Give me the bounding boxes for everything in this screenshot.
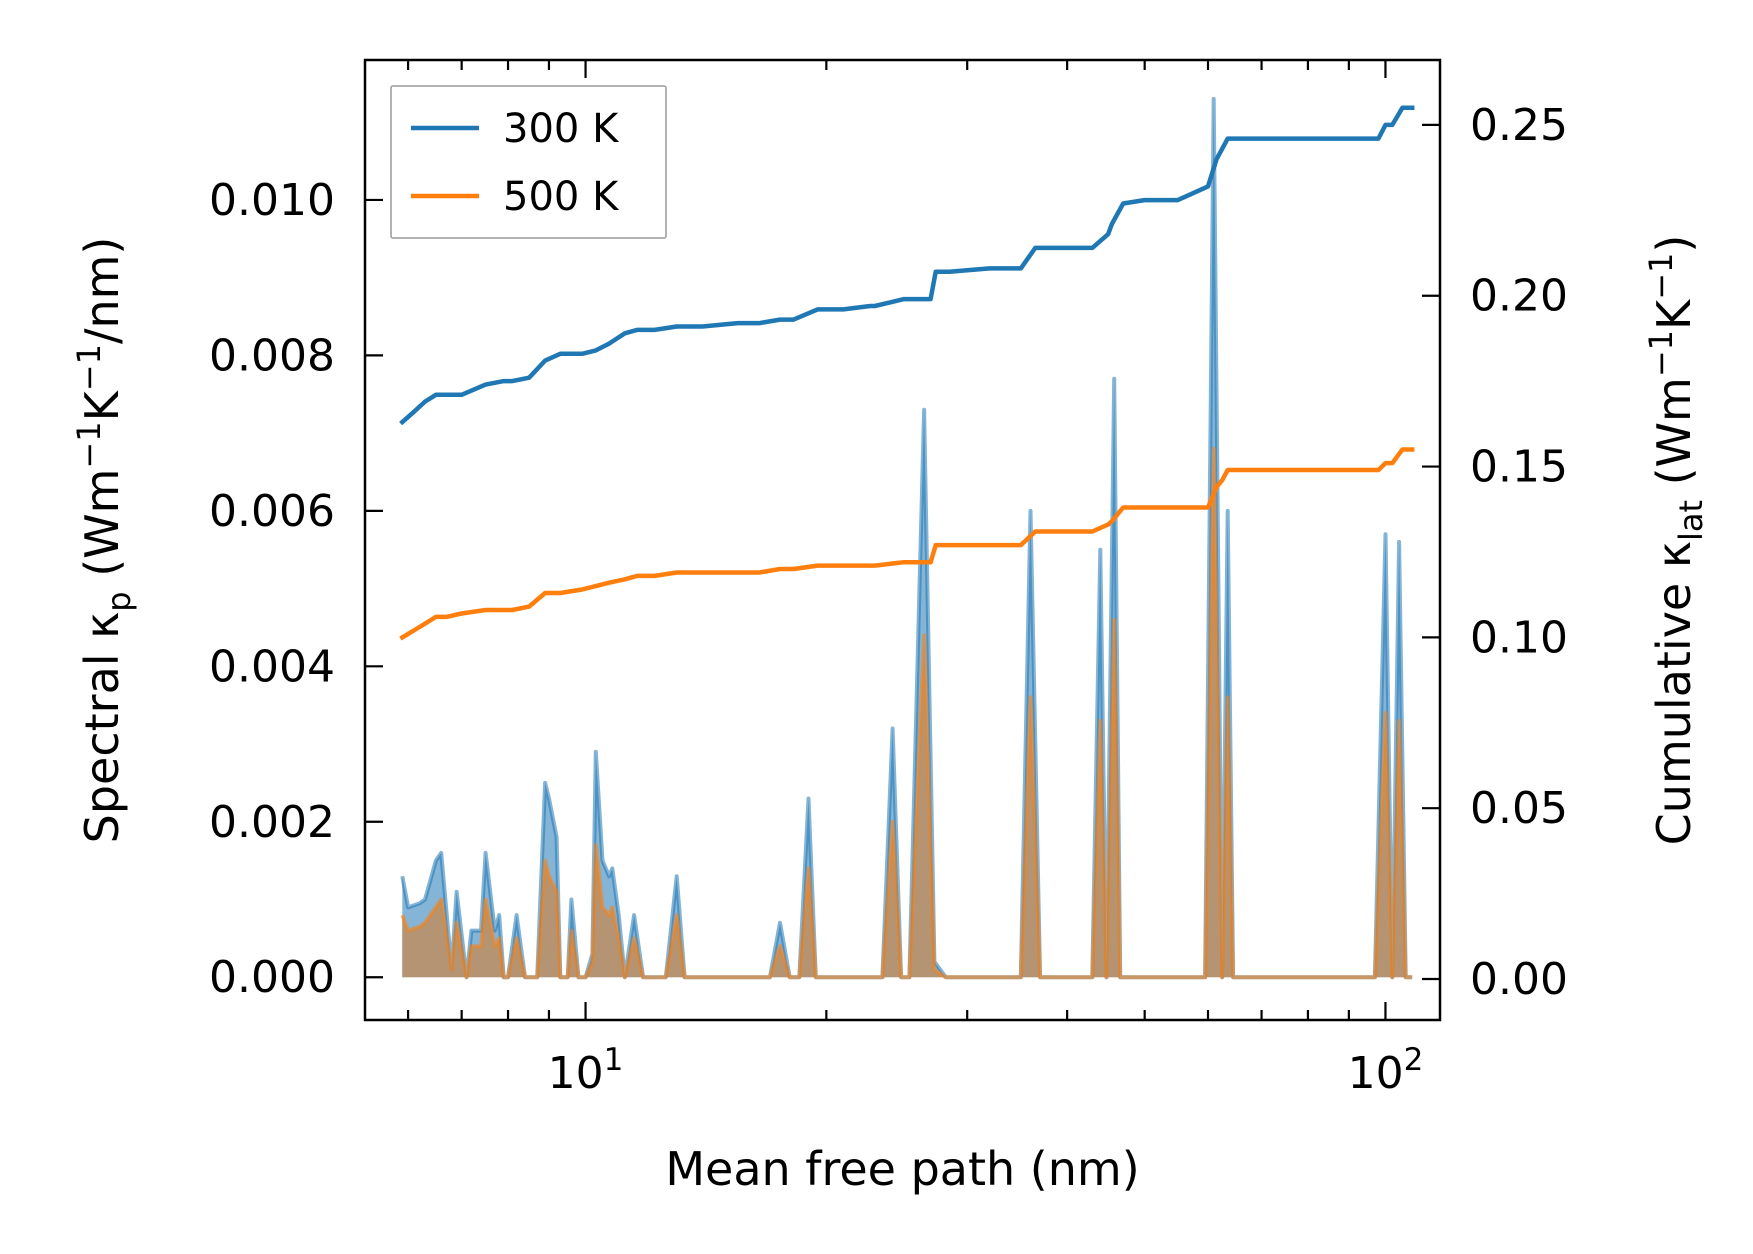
cumulative-line-500k — [399, 447, 1415, 641]
y-left-axis-title-subscript: p — [100, 591, 138, 611]
y-right-tick-label: 0.10 — [1470, 612, 1568, 663]
y-left-axis-title-sup1: −1 — [70, 421, 108, 468]
y-left-tick-label: 0.004 — [209, 641, 335, 692]
x-tick-label-exponent: 2 — [1404, 1042, 1424, 1078]
legend-label-300k: 300 K — [503, 106, 620, 152]
y-right-axis-title-unit-mid: K — [1647, 298, 1701, 330]
y-right-axis-title-sup2: −1 — [1642, 253, 1680, 300]
y-left-tick-label: 0.008 — [209, 330, 335, 381]
y-right-tick-label: 0.20 — [1470, 271, 1568, 322]
y-left-axis-title-unit-close: /nm) — [75, 237, 129, 344]
axes: 101 1020.0000.0020.0040.0060.0080.0100.00… — [70, 58, 1710, 1196]
y-left-axis-title: Spectral κp (Wm−1K−1/nm) — [70, 237, 138, 844]
y-left-axis-title-main: Spectral κ — [75, 612, 129, 844]
plot-area — [399, 96, 1415, 980]
axes-frame — [363, 58, 1442, 1022]
y-left-axis-title-unit-mid: K — [75, 389, 129, 421]
y-left-tick-label: 0.010 — [209, 175, 335, 226]
cumulative-line-300k — [399, 105, 1415, 426]
x-tick-label-base: 10 — [548, 1048, 604, 1099]
y-right-tick-label: 0.00 — [1470, 954, 1568, 1005]
y-right-tick-label: 0.15 — [1470, 442, 1568, 493]
x-tick-label: 101 — [548, 1042, 624, 1099]
y-right-tick-label: 0.25 — [1470, 100, 1568, 151]
legend: 300 K 500 K — [390, 85, 667, 239]
legend-box — [390, 85, 667, 239]
spectral-line-500k — [400, 446, 1413, 980]
y-right-axis-title: Cumulative κlat (Wm−1K−1) — [1642, 235, 1710, 846]
x-tick-label-exponent: 1 — [604, 1042, 624, 1078]
x-tick-label: 102 — [1348, 1042, 1424, 1099]
y-right-axis-title-unit-close: ) — [1647, 235, 1701, 253]
y-right-axis-title-unit-open: (Wm — [1647, 377, 1701, 500]
x-tick-label-base: 10 — [1348, 1048, 1404, 1099]
y-right-axis-title-main: Cumulative κ — [1647, 541, 1701, 845]
y-left-axis-title-unit-open: (Wm — [75, 469, 129, 592]
y-right-axis-title-sup1: −1 — [1642, 330, 1680, 377]
y-right-tick-label: 0.05 — [1470, 783, 1568, 834]
y-left-tick-label: 0.006 — [209, 486, 335, 537]
y-left-axis-title-sup2: −1 — [70, 344, 108, 391]
legend-label-500k: 500 K — [503, 174, 620, 220]
x-axis-title: Mean free path (nm) — [665, 1142, 1139, 1196]
y-left-tick-label: 0.002 — [209, 797, 335, 848]
y-left-tick-label: 0.000 — [209, 952, 335, 1003]
y-right-axis-title-subscript: lat — [1672, 500, 1710, 541]
